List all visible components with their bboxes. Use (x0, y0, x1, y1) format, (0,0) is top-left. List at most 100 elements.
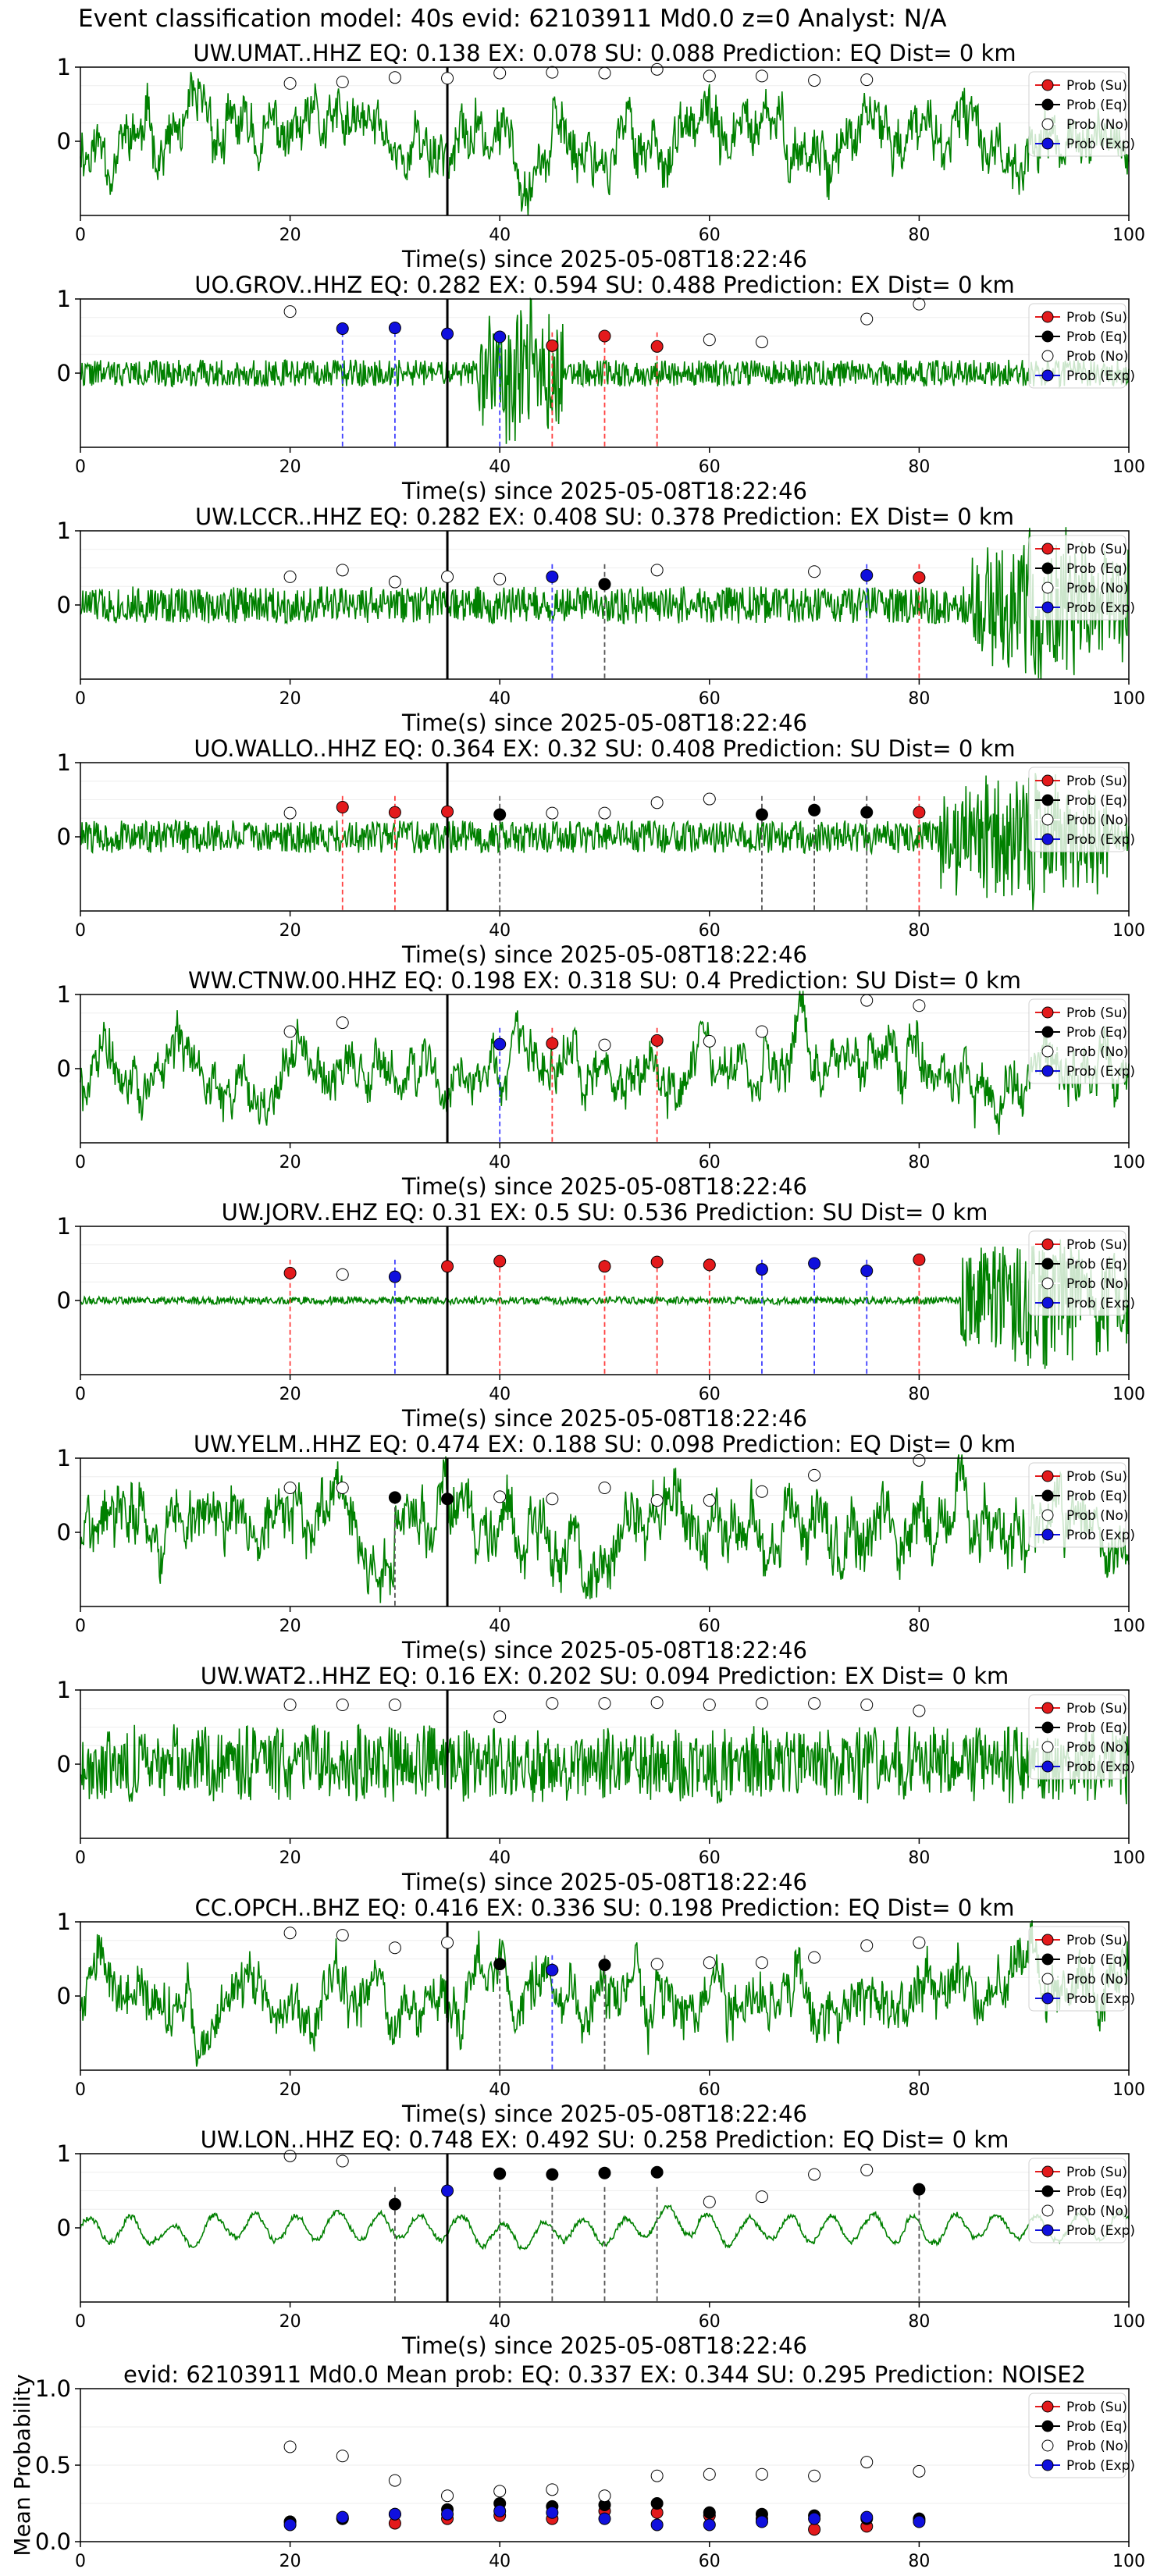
mean-prob-marker-exp (650, 2518, 664, 2532)
prob-marker-no (283, 1699, 297, 1711)
prob-marker-no (755, 1956, 768, 1969)
y-tick-label: 1 (57, 54, 71, 80)
legend-marker-su (1041, 1238, 1054, 1251)
x-tick-label: 0 (75, 226, 86, 245)
legend-label-no: Prob (No) (1066, 2439, 1129, 2454)
x-axis-label: Time(s) since 2025-05-08T18:22:46 (401, 941, 807, 968)
station-panel-uo-grov-hhz: UO.GROV..HHZ EQ: 0.282 EX: 0.594 SU: 0.4… (57, 272, 1145, 504)
legend-marker-no (1041, 350, 1054, 362)
prob-marker-no (860, 2163, 874, 2176)
station-panel-uw-yelm-hhz: UW.YELM..HHZ EQ: 0.474 EX: 0.188 SU: 0.0… (57, 1431, 1145, 1663)
mean-prob-marker-no (336, 2450, 349, 2463)
x-tick-label: 80 (908, 226, 930, 245)
x-tick-label: 80 (908, 2080, 930, 2100)
mean-prob-marker-exp (283, 2518, 297, 2532)
prob-marker-exp (441, 327, 454, 340)
prob-marker-eq (493, 1958, 507, 1971)
x-tick-label: 60 (699, 921, 721, 941)
x-tick-label: 40 (489, 226, 511, 245)
x-axis-label: Time(s) since 2025-05-08T18:22:46 (401, 1637, 807, 1663)
x-tick-label: 60 (699, 1385, 721, 1404)
legend-marker-no (1041, 2204, 1054, 2217)
prob-marker-no (336, 1929, 349, 1942)
prob-marker-no (283, 1927, 297, 1940)
legend-label-su: Prob (Su) (1066, 1005, 1127, 1021)
prob-marker-no (703, 2195, 716, 2208)
prob-marker-exp (755, 1263, 768, 1276)
x-tick-label: 40 (489, 921, 511, 941)
prob-marker-eq (913, 2183, 926, 2196)
prob-marker-eq (598, 1959, 611, 1972)
prob-marker-no (650, 62, 664, 76)
legend-label-su: Prob (Su) (1066, 1701, 1127, 1717)
x-tick-label: 100 (1112, 1617, 1145, 1636)
legend-marker-su (1041, 79, 1054, 91)
legend-label-exp: Prob (Exp) (1066, 1296, 1135, 1311)
prob-marker-no (283, 305, 297, 318)
x-axis-label: Time(s) since 2025-05-08T18:22:46 (401, 478, 807, 504)
legend-label-exp: Prob (Exp) (1066, 368, 1135, 384)
legend-label-eq: Prob (Eq) (1066, 561, 1127, 577)
axes-frame (80, 1457, 1130, 1607)
x-tick-label: 40 (489, 1153, 511, 1172)
x-tick-label: 80 (908, 2312, 930, 2332)
prob-marker-no (283, 570, 297, 583)
legend-box (1028, 1230, 1127, 1316)
prob-marker-no (755, 69, 768, 83)
legend-label-exp: Prob (Exp) (1066, 600, 1135, 616)
prob-marker-no (546, 1493, 559, 1506)
legend-label-no: Prob (No) (1066, 2204, 1129, 2219)
prob-marker-su (336, 801, 349, 813)
figure-title: Event classification model: 40s evid: 62… (78, 5, 947, 33)
legend-label-no: Prob (No) (1066, 581, 1129, 596)
prob-marker-su (546, 339, 559, 352)
prob-marker-eq (755, 808, 768, 821)
mean-prob-marker-exp (913, 2515, 926, 2528)
x-tick-label: 20 (279, 226, 301, 245)
legend-marker-su (1041, 1006, 1054, 1019)
legend-box (1028, 2393, 1127, 2478)
prob-marker-su (650, 340, 664, 353)
prob-marker-no (598, 1482, 611, 1494)
y-tick-label: 1 (57, 286, 71, 312)
x-axis-label: Time(s) since 2025-05-08T18:22:46 (401, 1869, 807, 1895)
prob-marker-no (703, 1956, 716, 1969)
mean-prob-marker-exp (336, 2510, 349, 2524)
waveform-trace (80, 72, 1130, 216)
prob-marker-no (703, 1494, 716, 1507)
x-tick-label: 20 (279, 921, 301, 941)
prob-marker-no (808, 74, 821, 87)
legend-label-no: Prob (No) (1066, 117, 1129, 133)
legend-label-su: Prob (Su) (1066, 310, 1127, 326)
legend-label-exp: Prob (Exp) (1066, 1064, 1135, 1080)
prob-marker-eq (441, 1493, 454, 1506)
waveform-trace (80, 773, 1130, 910)
panel-title: evid: 62103911 Md0.0 Mean prob: EQ: 0.33… (123, 2361, 1086, 2388)
prob-marker-su (650, 1255, 664, 1268)
legend-marker-eq (1041, 330, 1054, 343)
prob-marker-eq (598, 578, 611, 591)
x-tick-label: 40 (489, 457, 511, 477)
y-tick-label: 0 (57, 360, 71, 386)
prob-marker-no (913, 1704, 926, 1717)
prob-marker-su (283, 1266, 297, 1279)
legend-marker-exp (1041, 1992, 1054, 2005)
legend-label-eq: Prob (Eq) (1066, 793, 1127, 809)
legend-label-exp: Prob (Exp) (1066, 832, 1135, 848)
prob-marker-no (703, 792, 716, 806)
legend-label-eq: Prob (Eq) (1066, 2419, 1127, 2435)
station-panel-cc-opch-bhz: CC.OPCH..BHZ EQ: 0.416 EX: 0.336 SU: 0.1… (57, 1895, 1145, 2127)
mean-prob-marker-no (598, 2489, 611, 2503)
x-tick-label: 20 (279, 689, 301, 709)
legend-marker-su (1041, 2400, 1054, 2413)
prob-marker-no (388, 575, 401, 589)
panel-title: UW.WAT2..HHZ EQ: 0.16 EX: 0.202 SU: 0.09… (201, 1663, 1009, 1689)
prob-marker-exp (860, 1265, 874, 1277)
legend-marker-su (1041, 1470, 1054, 1482)
x-tick-label: 100 (1112, 1848, 1145, 1868)
mean-prob-marker-no (755, 2467, 768, 2481)
prob-marker-no (598, 66, 611, 80)
legend-marker-eq (1041, 2185, 1054, 2197)
legend-marker-no (1041, 1741, 1054, 1753)
